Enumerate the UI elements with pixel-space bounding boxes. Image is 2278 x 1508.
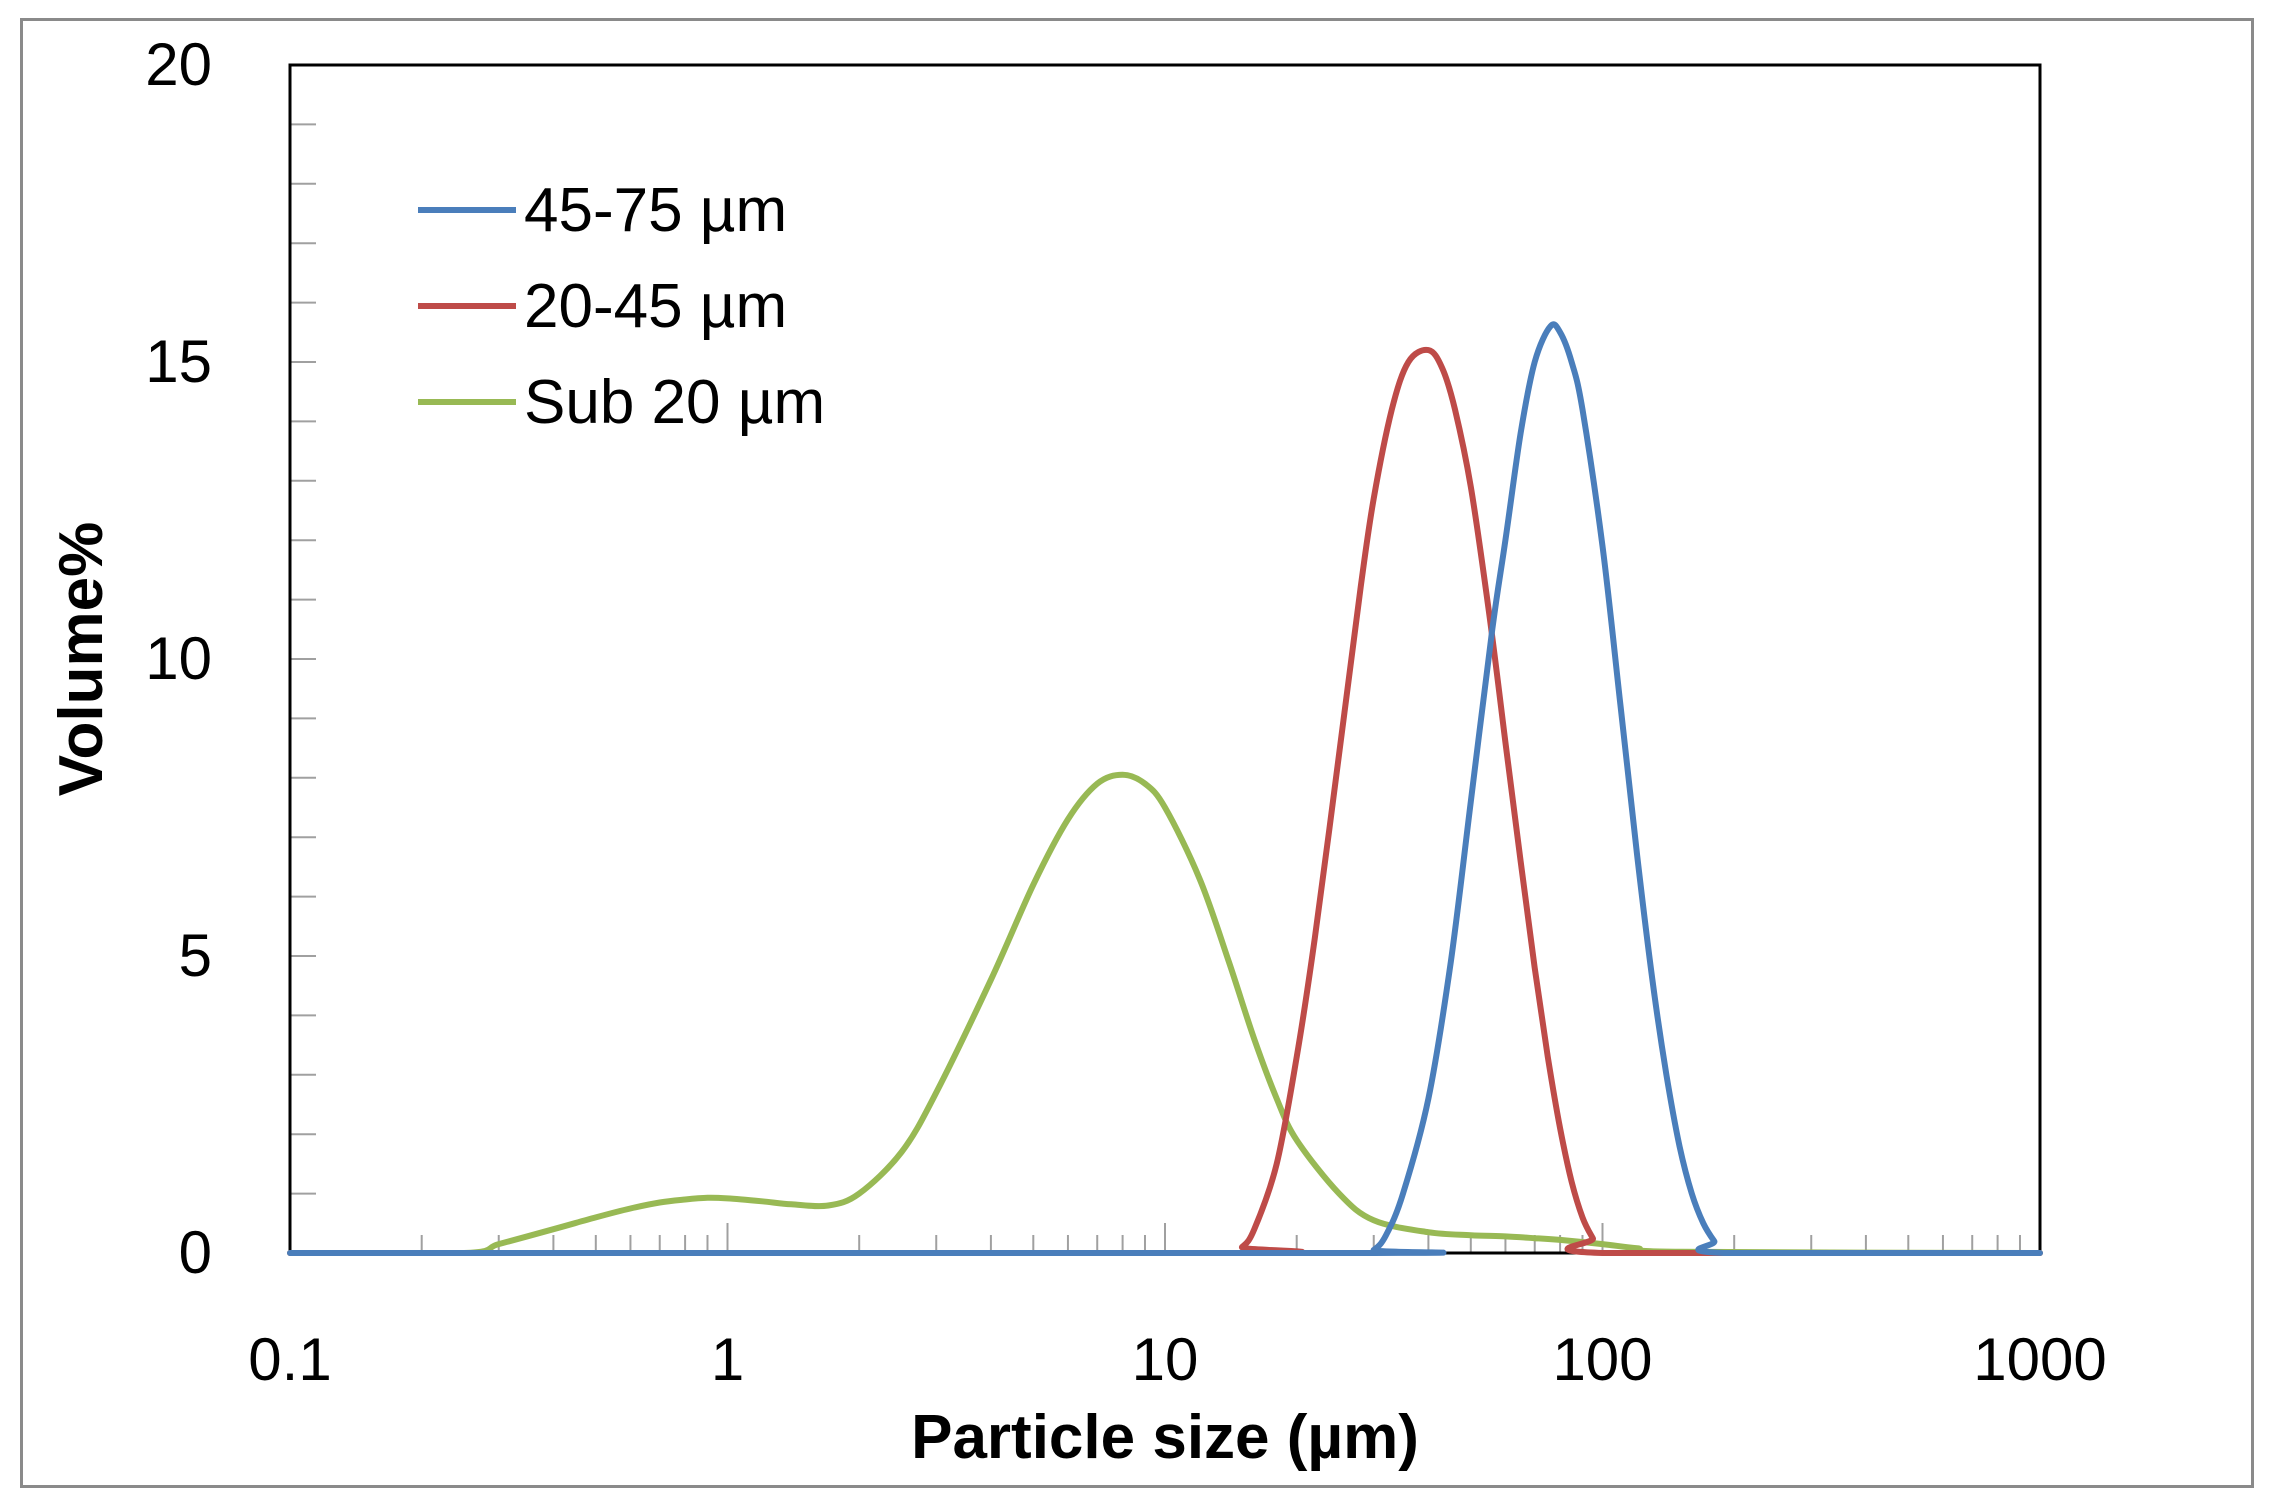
series-line-45-75-m <box>287 321 2043 1257</box>
x-tick-label: 0.1 <box>248 1326 331 1393</box>
legend-label-20-45-m: 20-45 µm <box>524 272 787 341</box>
x-tick-label: 10 <box>1132 1326 1199 1393</box>
y-tick-labels: 0 5 10 15 20 <box>145 31 212 1286</box>
series-layer <box>287 321 2043 1257</box>
legend-label-sub-20-m: Sub 20 µm <box>524 368 825 437</box>
legend-label-45-75-m: 45-75 µm <box>524 176 787 245</box>
y-tick-label: 10 <box>145 625 212 692</box>
legend: 45-75 µm 20-45 µm Sub 20 µm <box>418 176 825 437</box>
series-line-sub-20-m <box>287 771 2043 1257</box>
series-line-20-45-m <box>287 346 2043 1257</box>
x-tick-label: 1000 <box>1973 1326 2106 1393</box>
y-tick-label: 20 <box>145 31 212 98</box>
y-tick-label: 5 <box>179 922 212 989</box>
x-tick-labels: 0.1 1 10 100 1000 <box>248 1326 2106 1393</box>
x-tick-label: 1 <box>711 1326 744 1393</box>
x-axis-title: Particle size (µm) <box>911 1403 1419 1472</box>
y-axis-title: Volume% <box>47 522 116 796</box>
x-tick-label: 100 <box>1552 1326 1652 1393</box>
y-tick-label: 15 <box>145 328 212 395</box>
y-tick-label: 0 <box>179 1219 212 1286</box>
chart-frame <box>20 18 2254 1488</box>
